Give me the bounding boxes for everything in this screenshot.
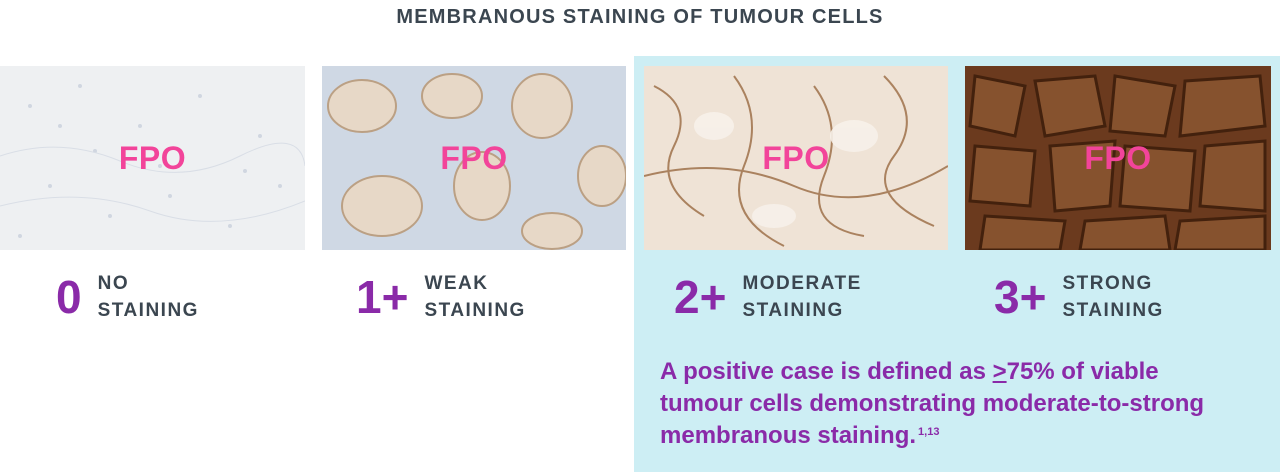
stain-image-grade-3: FPO xyxy=(965,66,1271,250)
grade-description: WEAK STAINING xyxy=(424,273,526,321)
grade-score: 3+ xyxy=(994,271,1047,323)
grade-score: 2+ xyxy=(674,271,727,323)
tissue-texture xyxy=(644,75,948,247)
stain-image-grade-1: FPO xyxy=(322,66,626,250)
tissue-texture xyxy=(327,73,626,250)
image-placeholder-label: FPO xyxy=(440,140,508,176)
grade-description: MODERATE STAINING xyxy=(742,273,862,321)
section-title: MEMBRANOUS STAINING OF TUMOUR CELLS xyxy=(396,6,884,28)
grade-label-2: 2+ MODERATE STAINING xyxy=(674,270,862,324)
image-placeholder-label: FPO xyxy=(118,140,187,176)
image-placeholder-label: FPO xyxy=(1084,140,1152,176)
grade-description: STRONG STAINING xyxy=(1062,273,1164,321)
grade-label-1: 1+ WEAK STAINING xyxy=(356,270,526,324)
grade-description: NO STAINING xyxy=(97,273,199,321)
greater-equal-symbol: > xyxy=(992,358,1007,385)
positive-case-definition: A positive case is defined as >75% of vi… xyxy=(660,358,1205,449)
grade-score: 1+ xyxy=(356,271,409,323)
tissue-texture xyxy=(0,84,305,238)
stain-image-grade-2: FPO xyxy=(644,66,948,250)
grade-score: 0 xyxy=(56,271,82,323)
tissue-texture xyxy=(968,74,1267,250)
grade-label-3: 3+ STRONG STAINING xyxy=(994,270,1164,324)
stain-image-grade-0: FPO xyxy=(0,66,305,250)
image-placeholder-label: FPO xyxy=(762,140,830,176)
reference-superscript: 1,13 xyxy=(918,426,940,438)
grade-label-0: 0 NO STAINING xyxy=(56,270,199,324)
